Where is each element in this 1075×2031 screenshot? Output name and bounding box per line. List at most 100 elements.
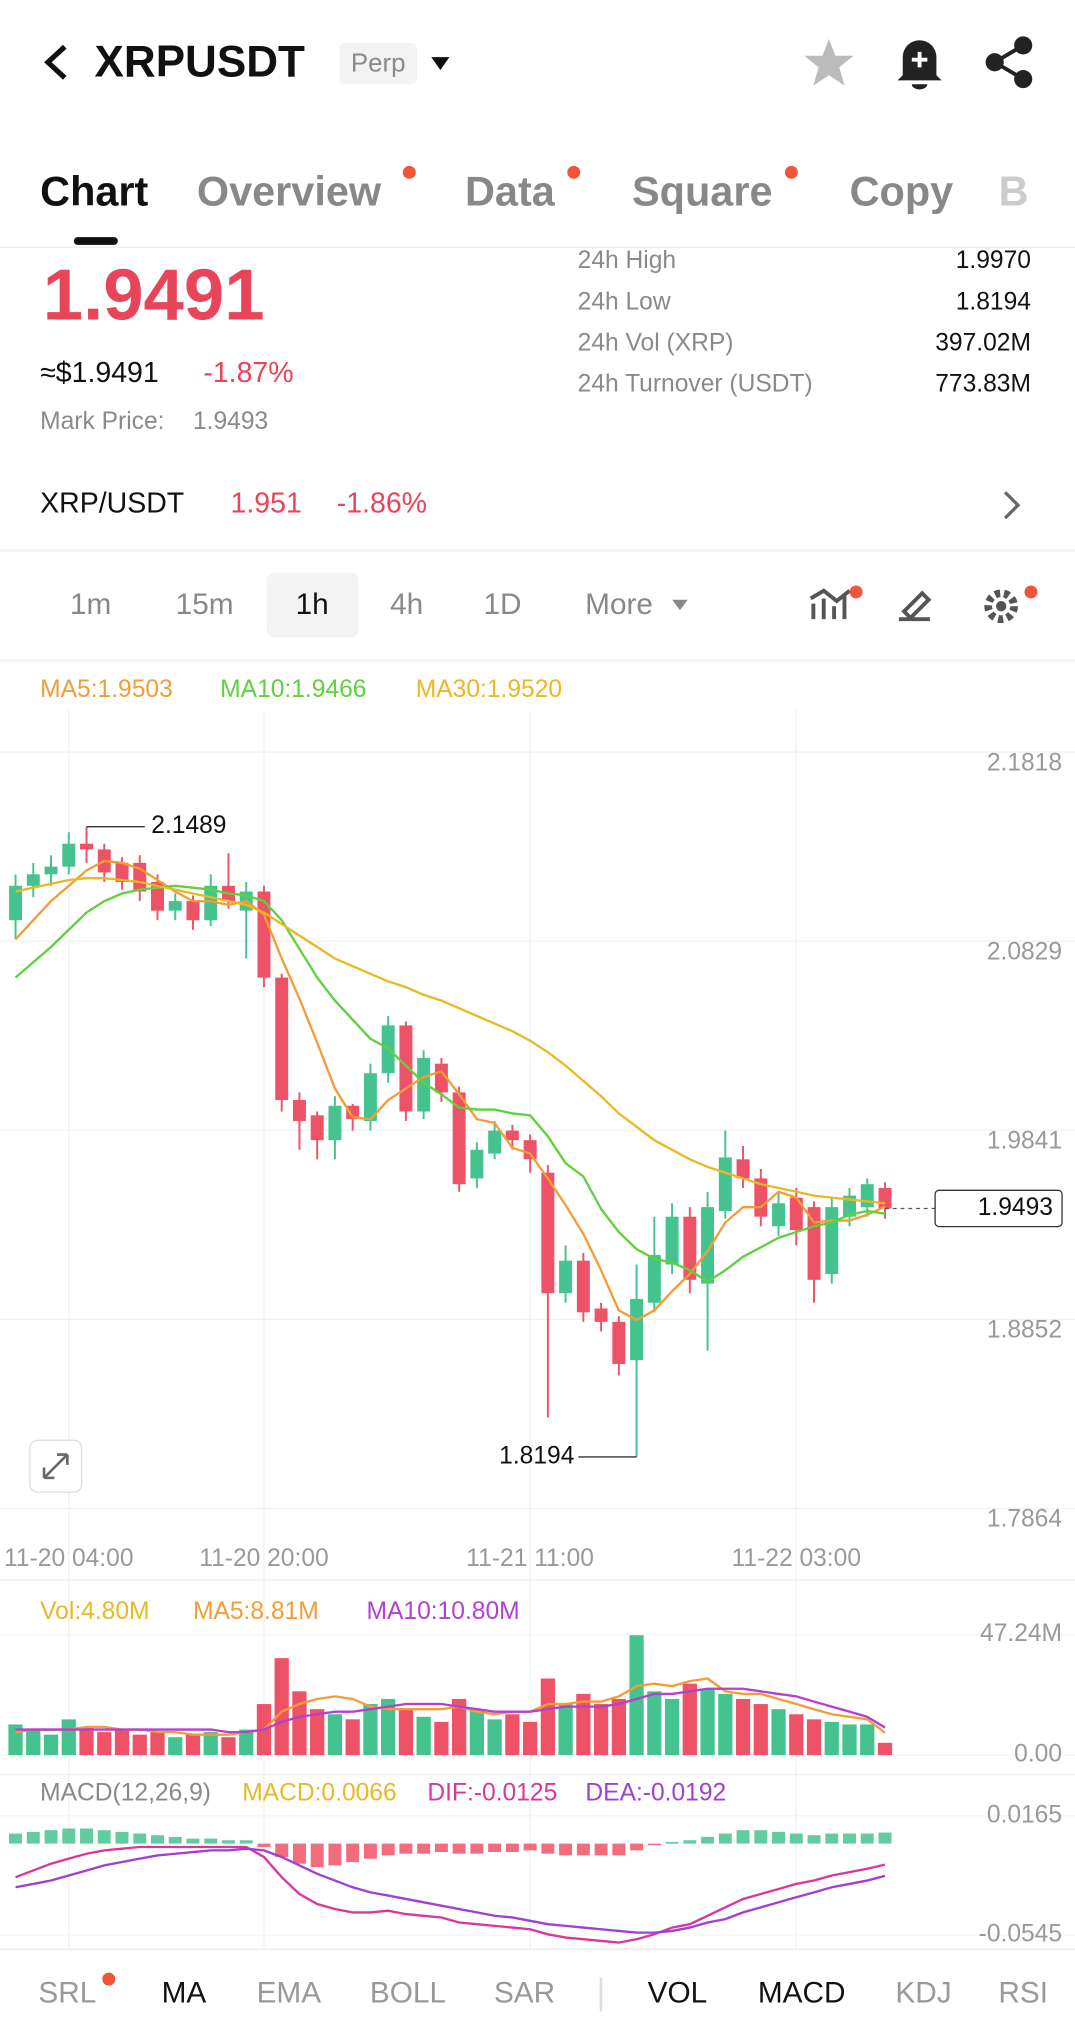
tag[interactable]: Perp [351,50,406,78]
candle-body [9,885,23,921]
candle-body [772,1203,786,1227]
low-annotation: 1.8194 [499,1442,574,1469]
macd-bar [417,1843,431,1854]
candle-body [576,1260,590,1313]
macd-bar [505,1843,519,1853]
tab[interactable]: Data [465,167,556,214]
volume-bar [522,1721,538,1756]
candle-body [310,1115,324,1141]
volume-bar [310,1709,325,1756]
volume-bar [576,1693,591,1756]
badge-dot [784,165,798,179]
candle-body [541,1172,555,1294]
macd-bar [559,1843,573,1856]
pair[interactable]: XRP/USDT [40,488,184,520]
volume-bar [540,1678,555,1756]
tab[interactable]: Overview [197,167,382,214]
macd-bar [647,1843,661,1846]
badge-dot [102,1972,116,1986]
candle-body [878,1188,892,1209]
mark-label: Mark Price: [40,408,164,435]
draw-icon[interactable] [898,590,932,622]
volume-bar [398,1709,414,1756]
macd-bar [772,1831,786,1844]
macd-bar [860,1833,874,1844]
legend-entry: Vol:4.80M [40,1598,149,1625]
volume-bar [26,1729,41,1756]
volume-bar [43,1734,59,1756]
candle-body [292,1100,306,1122]
macd-bar [9,1833,23,1844]
tab[interactable]: Square [632,167,772,214]
candle-body [665,1216,679,1265]
tab[interactable]: Chart [40,167,148,214]
stat-label: 24h Turnover (USDT) [578,370,813,397]
indicator-tab[interactable]: RSI [998,1977,1048,2010]
candle-body [736,1159,750,1179]
volume-ma-line [15,1687,886,1734]
tab[interactable]: Copy [850,167,954,214]
more-arrow[interactable] [672,599,688,611]
y-tick-label: 2.0829 [987,938,1062,965]
candle-body [647,1254,661,1303]
indicator-tab[interactable]: SAR [494,1977,555,2010]
macd-bar [843,1833,856,1844]
indicator-tab[interactable]: SRL [38,1977,96,2010]
volume-bar [824,1721,839,1756]
volume-bar [203,1732,218,1756]
macd-bar [133,1833,147,1844]
volume-bar [682,1683,697,1756]
interval[interactable]: 1m [70,588,111,621]
candle-body [559,1260,573,1294]
candle-body [470,1149,484,1179]
candle-body [328,1105,342,1141]
interval[interactable]: 4h [390,588,423,621]
macd-bar [718,1833,732,1844]
interval[interactable]: 1h [296,588,329,621]
volume-bar [647,1691,662,1756]
back-button[interactable] [44,44,67,80]
legend-entry: DIF:-0.0125 [427,1779,557,1806]
candle-body [186,901,200,921]
volume-bar [327,1714,343,1756]
divider [0,659,1075,662]
legend-entry: MA10:10.80M [367,1598,520,1625]
macd-bar [488,1843,502,1853]
indicator-tab[interactable]: KDJ [895,1977,951,2010]
change: -1.87% [203,357,293,389]
indicator-icon[interactable] [809,585,863,620]
indicator-tab[interactable]: EMA [257,1977,322,2010]
candle-body [860,1184,874,1208]
share-icon[interactable] [985,36,1033,89]
candle-body [452,1092,466,1185]
indicator-tab[interactable]: MACD [758,1977,846,2010]
interval[interactable]: More [585,588,653,621]
candle-body [363,1073,377,1122]
favorite-icon[interactable] [804,38,854,86]
macd-bar [204,1838,218,1844]
indicator-tab[interactable]: BOLL [370,1977,446,2010]
last-price: 1.9491 [43,255,265,336]
tab[interactable]: B [999,167,1029,214]
volume-bar [558,1704,573,1756]
interval[interactable]: 1D [483,588,521,621]
interval[interactable]: 15m [176,588,234,621]
candle-body [683,1216,697,1280]
volume-bar [274,1658,289,1756]
candle-body [204,885,218,921]
indicator-tab[interactable]: MA [162,1977,207,2010]
settings-icon[interactable] [984,585,1038,624]
y-tick-label: 1.9841 [987,1127,1062,1154]
candle-body [26,874,40,886]
chevron[interactable] [1003,491,1021,520]
dropdown-icon[interactable] [431,57,450,71]
indicator-tab[interactable]: VOL [648,1977,708,2010]
expand-button[interactable] [29,1439,83,1493]
stat-value: 1.8194 [956,288,1031,315]
candle-body [612,1321,626,1364]
volume-bar [771,1709,786,1756]
volume-bar [700,1688,715,1756]
usd-price: ≈$1.9491 [40,357,159,389]
y-tick-label: 0.0165 [987,1801,1062,1828]
volume-bar [97,1732,112,1756]
